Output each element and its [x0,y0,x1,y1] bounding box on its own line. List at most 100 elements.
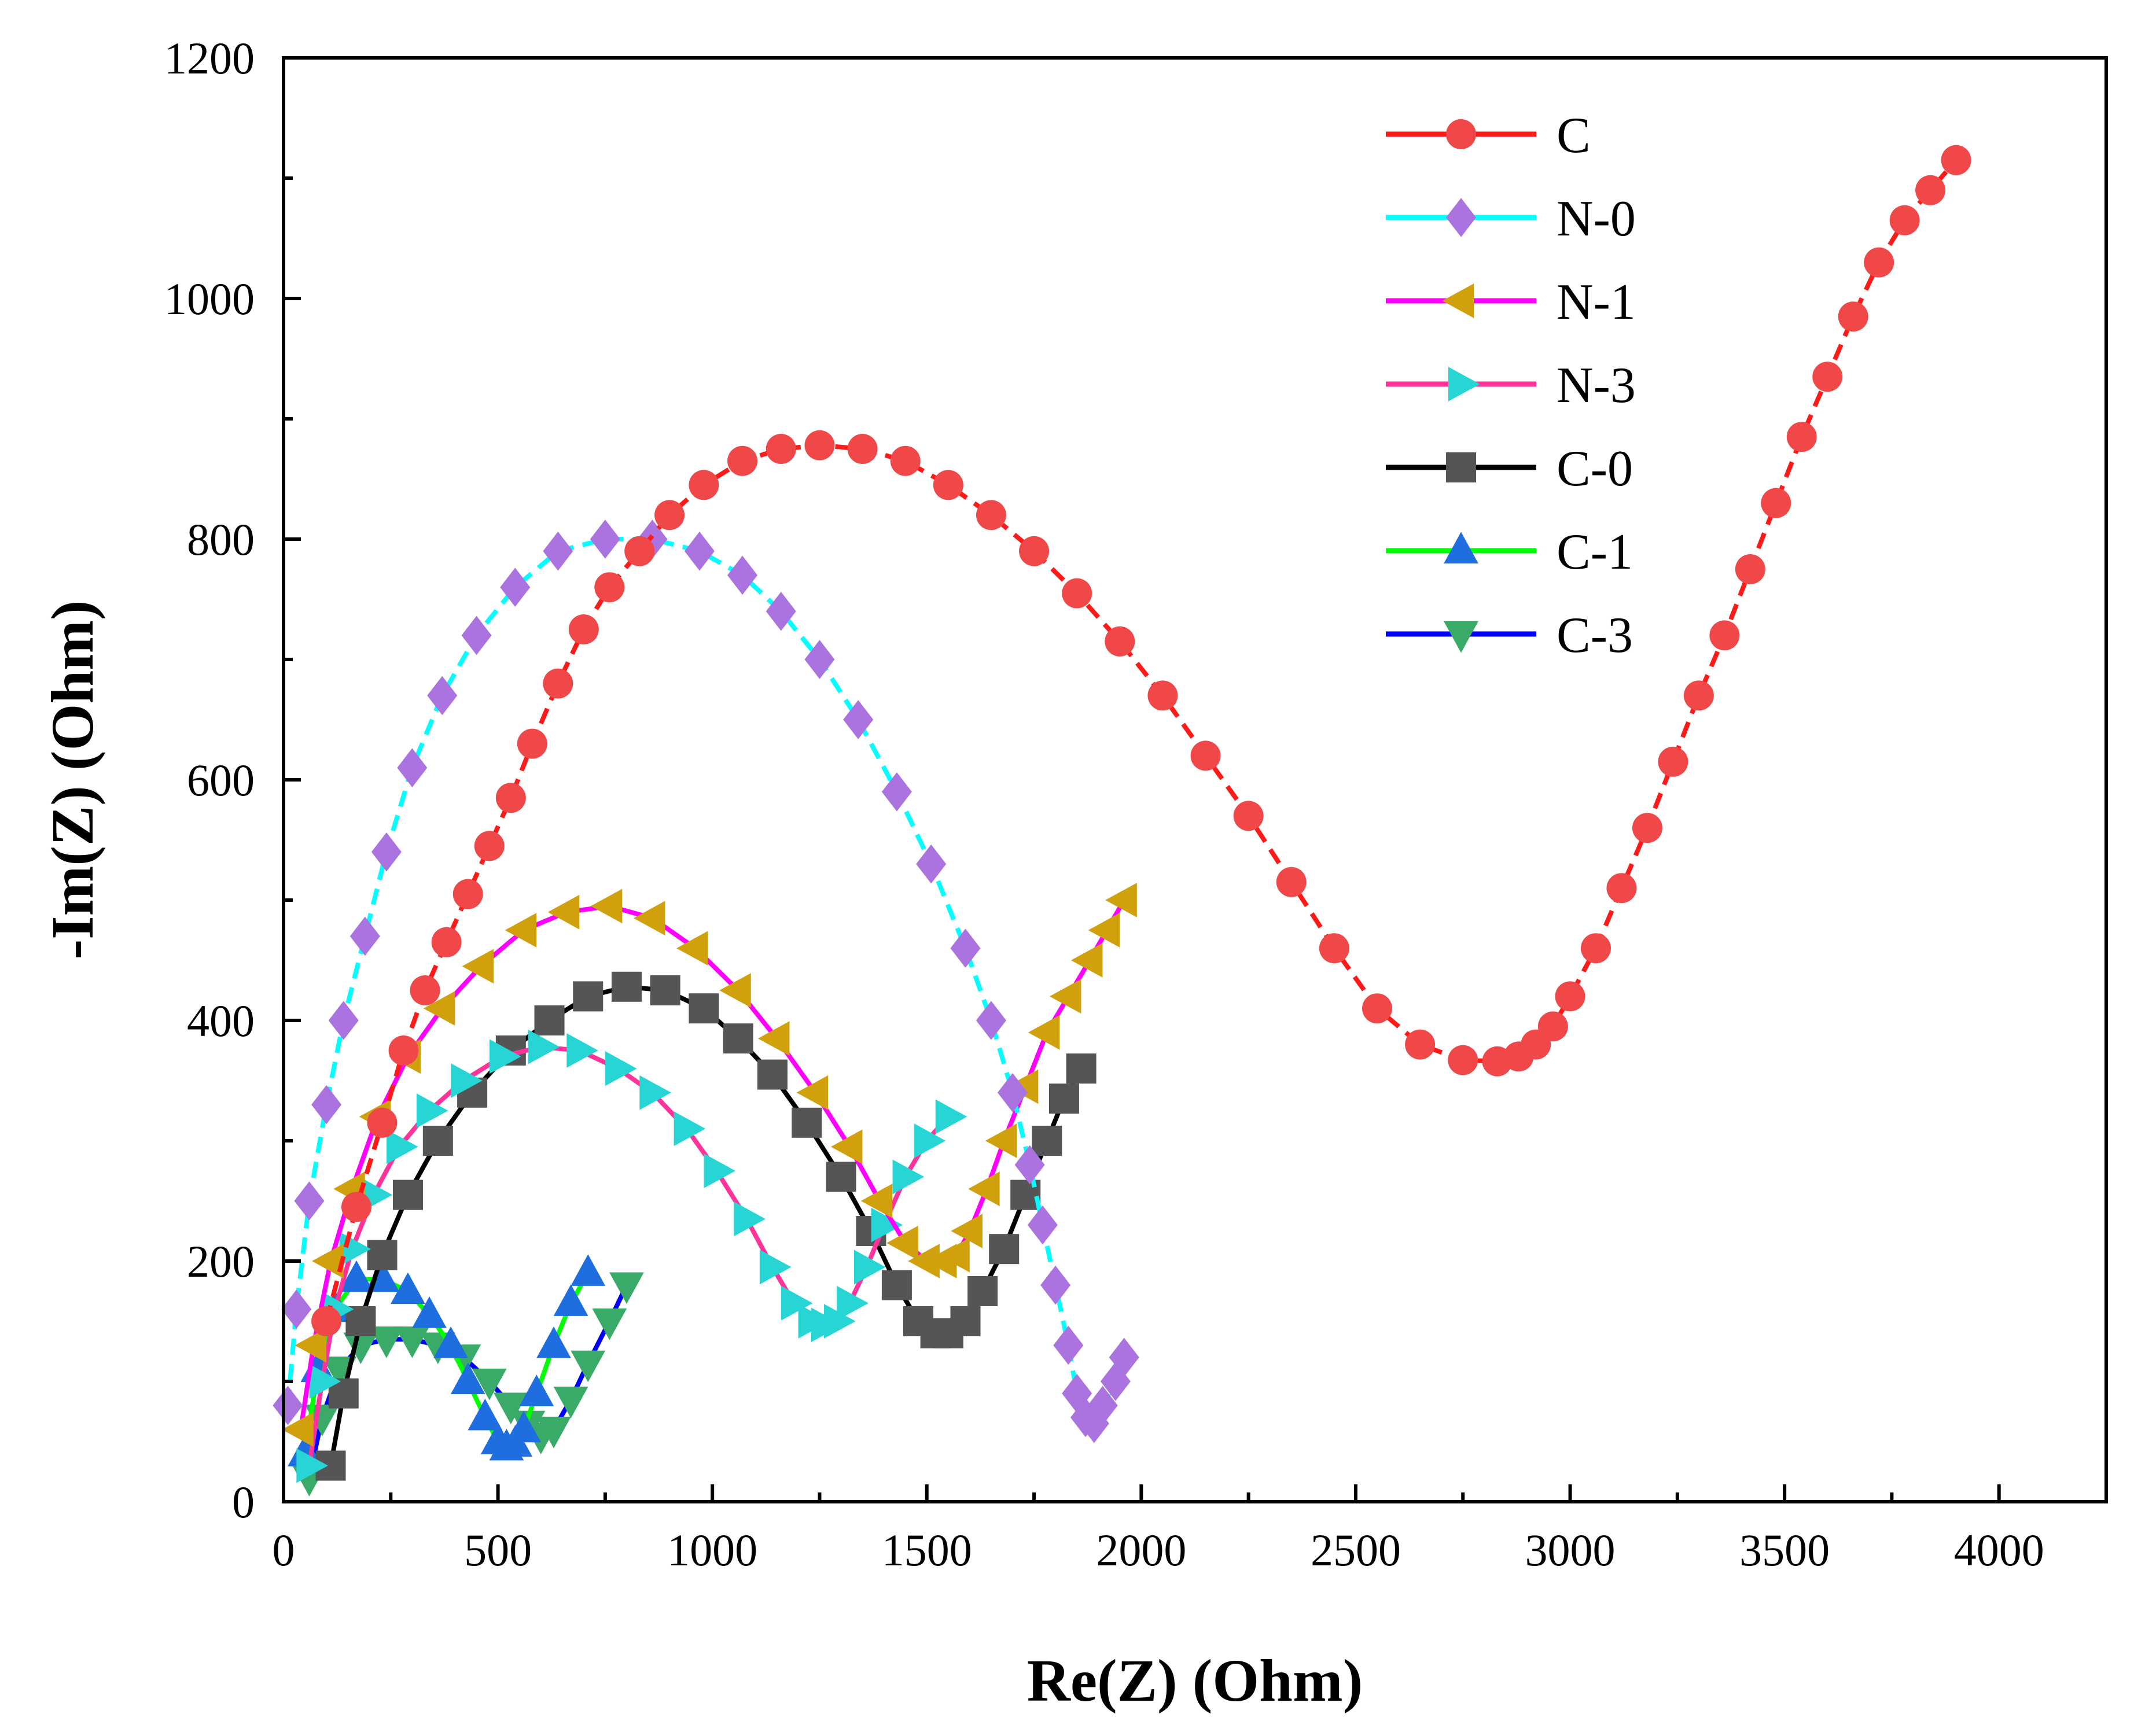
data-point-C [1147,680,1178,711]
data-point-N-0 [727,555,758,595]
data-point-N-0 [976,1001,1006,1040]
data-point-C [1864,247,1894,278]
axis-layer: 0 500 1000 1500 2000 2500 3000 3500 4000 0 200 400 6… [164,33,2044,1575]
data-point-N-0 [294,1181,325,1221]
data-point-N-1 [282,1412,314,1447]
legend: C N-0 N-1 N-3 C-0 C-1 C-3 [1386,108,1636,664]
data-point-C-1 [391,1272,425,1304]
data-point-N-1 [985,1123,1017,1158]
data-point-C [804,430,835,460]
data-point-C-0 [723,1023,753,1054]
x-tick-label: 2500 [1311,1525,1401,1575]
legend-marker [1444,532,1478,564]
data-point-N-1 [1049,979,1081,1014]
data-point-C-1 [450,1362,485,1395]
y-tick-label: 1200 [164,33,255,83]
data-point-C-1 [571,1254,606,1286]
data-point-N-0 [281,1289,312,1329]
data-point-C-1 [553,1284,588,1316]
data-point-C [1581,933,1611,964]
data-point-C-0 [1066,1053,1097,1084]
x-tick-label: 2000 [1096,1525,1186,1575]
y-tick-label: 800 [187,514,255,565]
data-point-N-3 [674,1111,706,1147]
data-point-C [1658,746,1688,777]
legend-item-N-0: N-0 [1386,191,1636,247]
data-point-C [654,500,685,530]
data-point-C [367,1107,398,1138]
legend-item-C-0: C-0 [1386,441,1633,497]
legend-label: N-0 [1557,191,1636,247]
legend-marker [1446,452,1476,482]
data-point-N-3 [416,1093,448,1128]
legend-item-C-1: C-1 [1386,524,1633,580]
data-point-C-1 [433,1326,468,1358]
data-point-C [1941,145,1971,175]
data-point-C [727,445,758,476]
y-tick-label: 400 [187,996,255,1046]
data-point-C-0 [967,1276,998,1306]
data-point-C-3 [609,1272,644,1304]
data-point-C [1786,422,1817,452]
legend-marker [1446,198,1476,237]
series-N-0 [273,519,1139,1443]
data-point-C [341,1192,371,1222]
data-point-N-1 [423,991,455,1026]
data-point-C-0 [392,1180,423,1210]
data-point-N-3 [837,1285,869,1321]
data-point-C-0 [650,975,680,1005]
data-point-C [410,975,440,1005]
legend-label: C-0 [1557,441,1633,497]
legend-item-N-1: N-1 [1386,274,1636,330]
data-point-N-1 [505,913,537,948]
data-point-N-1 [1070,943,1103,978]
data-point-N-0 [543,532,573,571]
x-tick-label: 0 [273,1525,295,1575]
legend-label: N-1 [1557,274,1636,330]
data-point-N-0 [311,1085,342,1125]
data-point-C [1632,813,1662,843]
data-point-N-1 [938,1237,970,1273]
data-point-N-3 [451,1063,483,1098]
data-point-C-0 [792,1107,822,1138]
data-point-N-0 [1087,1385,1118,1425]
data-point-C [766,434,796,464]
data-point-C [1761,488,1791,518]
data-point-C [1319,933,1349,964]
data-point-N-3 [892,1159,925,1195]
data-point-N-0 [1109,1337,1139,1377]
data-point-C [1812,362,1843,392]
data-point-N-0 [371,832,402,872]
data-point-N-3 [639,1075,671,1110]
data-point-N-0 [349,916,380,956]
data-point-N-1 [676,931,708,966]
data-point-C [474,831,505,861]
data-point-C-1 [536,1326,571,1358]
data-point-C [1735,554,1765,584]
data-point-N-1 [312,1244,344,1278]
data-point-N-0 [461,615,492,655]
data-point-N-0 [1062,1374,1092,1413]
data-point-C-0 [367,1240,398,1270]
data-point-C-3 [536,1417,571,1448]
data-point-N-1 [757,1021,790,1056]
data-point-C [1362,993,1392,1024]
series-line-C [324,159,1958,1322]
legend-marker [1446,119,1476,149]
data-point-N-1 [830,1129,863,1164]
data-point-N-0 [766,592,796,631]
data-point-N-1 [462,949,494,984]
data-point-C [1915,175,1946,205]
data-point-N-0 [1079,1404,1109,1443]
data-point-C [495,783,526,813]
data-point-C-3 [571,1350,606,1383]
data-point-C [1405,1029,1436,1060]
data-point-N-1 [886,1225,918,1260]
data-point-N-1 [547,894,580,930]
data-point-N-3 [853,1250,886,1285]
data-point-C-0 [881,1270,912,1300]
data-point-C [568,614,599,644]
legend-label: C-3 [1557,607,1633,664]
data-point-N-0 [1027,1205,1058,1245]
x-tick-label: 3000 [1525,1525,1616,1575]
